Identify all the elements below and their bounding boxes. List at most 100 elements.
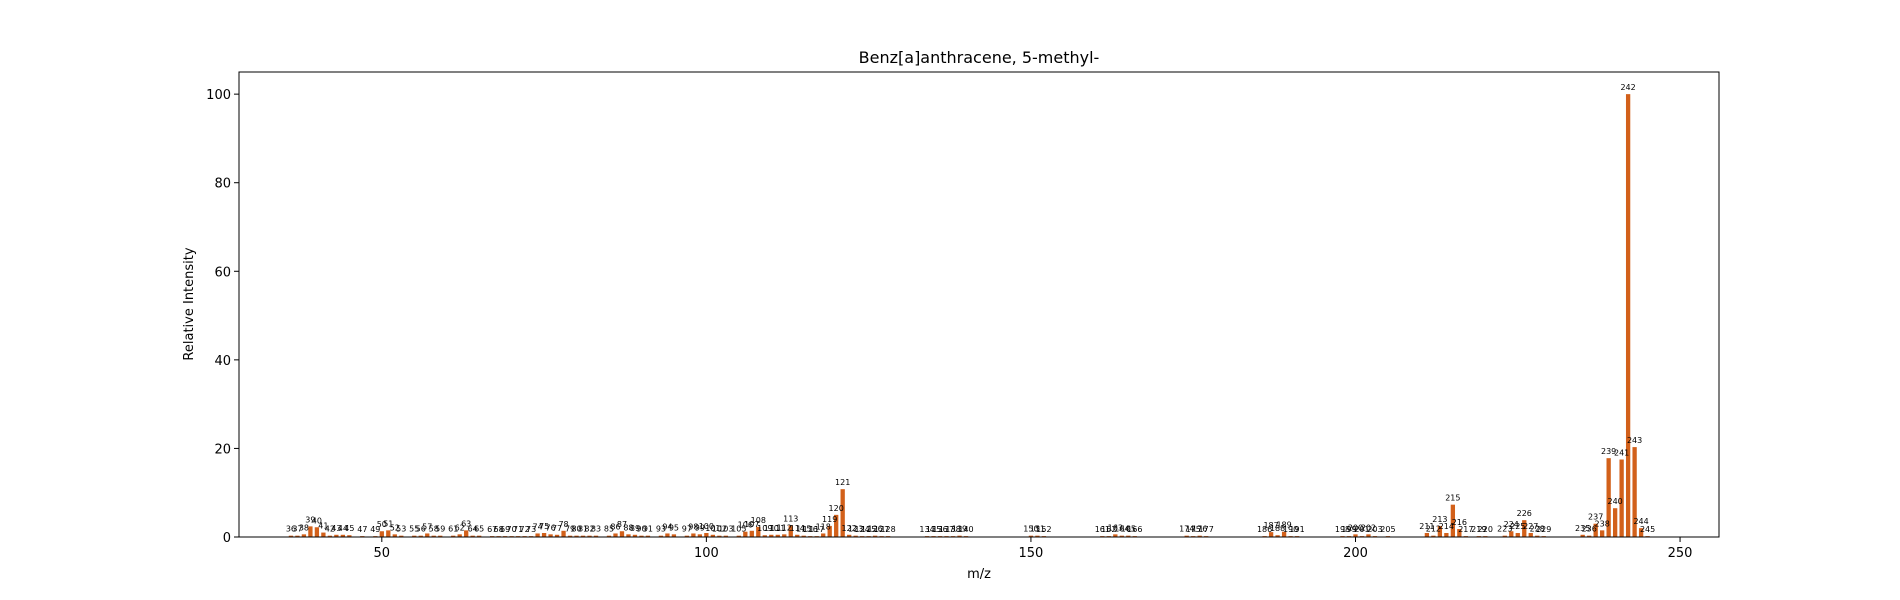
peak-bar-139 <box>957 535 962 537</box>
peak-label-74: 74 <box>533 522 543 531</box>
peak-label-238: 238 <box>1595 519 1610 528</box>
peak-bar-107 <box>749 530 754 537</box>
peak-bar-235 <box>1580 534 1585 537</box>
peak-label-236: 236 <box>1582 525 1597 534</box>
peak-label-120: 120 <box>829 504 844 513</box>
peak-bar-65 <box>477 535 482 537</box>
peak-bar-100 <box>704 533 709 537</box>
peak-label-99: 99 <box>695 523 705 532</box>
plot-area-frame <box>238 71 1720 538</box>
peak-bar-163 <box>1113 534 1118 537</box>
peak-label-126: 126 <box>867 525 882 534</box>
peak-label-112: 112 <box>777 523 792 532</box>
peak-bar-216 <box>1457 529 1462 537</box>
peak-label-125: 125 <box>861 525 876 534</box>
peak-bar-151 <box>1035 535 1040 537</box>
peak-label-139: 139 <box>952 525 967 534</box>
peak-label-138: 138 <box>945 525 960 534</box>
peak-bar-224 <box>1509 531 1514 537</box>
peak-label-164: 164 <box>1114 525 1129 534</box>
peak-bar-58 <box>431 535 436 537</box>
peak-bar-62 <box>457 534 462 537</box>
peak-label-128: 128 <box>880 525 895 534</box>
peak-bar-189 <box>1281 531 1287 537</box>
x-tick-label-250: 250 <box>1668 546 1693 561</box>
peak-label-134: 134 <box>919 525 934 534</box>
peak-bar-86 <box>613 533 618 537</box>
peak-bar-87 <box>619 531 625 537</box>
peak-label-244: 244 <box>1633 517 1648 526</box>
peak-label-52: 52 <box>390 523 400 532</box>
peak-bar-40 <box>314 527 320 537</box>
peak-bar-240 <box>1612 508 1618 537</box>
peak-bar-110 <box>769 534 774 537</box>
peak-label-235: 235 <box>1575 524 1590 533</box>
peak-label-229: 229 <box>1536 525 1551 534</box>
peak-bar-89 <box>632 534 638 537</box>
peak-bar-99 <box>697 534 703 537</box>
peak-bar-112 <box>782 534 787 537</box>
peak-bar-123 <box>853 535 858 537</box>
peak-bar-176 <box>1197 535 1202 537</box>
peak-label-63: 63 <box>461 519 471 528</box>
y-tick-label-40: 40 <box>214 354 231 369</box>
peak-label-87: 87 <box>617 520 627 529</box>
peak-bar-202 <box>1366 534 1371 537</box>
y-tick-label-100: 100 <box>206 88 231 103</box>
peak-bar-81 <box>580 535 586 537</box>
peak-label-77: 77 <box>552 524 562 533</box>
peak-bar-213 <box>1437 525 1443 537</box>
peak-label-150: 150 <box>1023 525 1038 534</box>
peak-bar-243 <box>1632 447 1637 537</box>
peak-bar-36 <box>288 535 294 537</box>
peak-label-118: 118 <box>816 522 831 531</box>
peak-label-239: 239 <box>1601 447 1616 456</box>
peak-label-47: 47 <box>357 525 367 534</box>
peak-label-73: 73 <box>526 525 536 534</box>
peak-label-140: 140 <box>958 525 973 534</box>
peak-bar-238 <box>1600 530 1605 537</box>
peak-bar-97 <box>684 535 690 537</box>
x-tick-label-200: 200 <box>1343 546 1368 561</box>
peak-label-174: 174 <box>1179 525 1194 534</box>
peak-label-58: 58 <box>429 525 439 534</box>
peak-label-57: 57 <box>422 522 432 531</box>
peak-label-228: 228 <box>1530 525 1545 534</box>
peak-bar-215 <box>1450 504 1456 537</box>
peak-label-227: 227 <box>1523 522 1538 531</box>
peak-bar-164 <box>1119 535 1124 537</box>
peak-label-90: 90 <box>636 525 646 534</box>
peak-bar-242 <box>1625 94 1631 537</box>
peak-label-102: 102 <box>712 525 727 534</box>
peak-bar-93 <box>658 535 664 537</box>
peak-label-114: 114 <box>790 524 805 533</box>
peak-label-79: 79 <box>565 525 575 534</box>
peak-label-41: 41 <box>318 522 328 531</box>
peak-label-240: 240 <box>1607 497 1622 506</box>
peak-label-100: 100 <box>699 522 714 531</box>
peak-label-124: 124 <box>855 525 870 534</box>
peak-label-93: 93 <box>656 525 666 534</box>
peak-bar-227 <box>1528 533 1533 537</box>
peak-bar-228 <box>1535 535 1540 537</box>
peak-label-214: 214 <box>1439 522 1454 531</box>
peak-label-64: 64 <box>468 525 478 534</box>
peak-bar-91 <box>645 535 651 537</box>
y-tick-label-60: 60 <box>214 265 231 280</box>
peak-bar-239 <box>1606 458 1611 537</box>
peak-label-85: 85 <box>604 525 614 534</box>
peak-label-95: 95 <box>669 523 679 532</box>
peak-bar-43 <box>334 534 339 537</box>
peak-bar-90 <box>639 535 644 537</box>
peak-label-152: 152 <box>1036 525 1051 534</box>
peak-label-115: 115 <box>796 525 811 534</box>
peak-bar-226 <box>1522 520 1527 537</box>
peak-label-67: 67 <box>487 525 497 534</box>
peak-label-94: 94 <box>662 522 672 531</box>
peak-label-191: 191 <box>1289 525 1304 534</box>
peak-bar-212 <box>1431 535 1436 537</box>
peak-label-245: 245 <box>1640 525 1655 534</box>
peak-bar-83 <box>593 535 599 537</box>
peak-label-123: 123 <box>848 525 863 534</box>
